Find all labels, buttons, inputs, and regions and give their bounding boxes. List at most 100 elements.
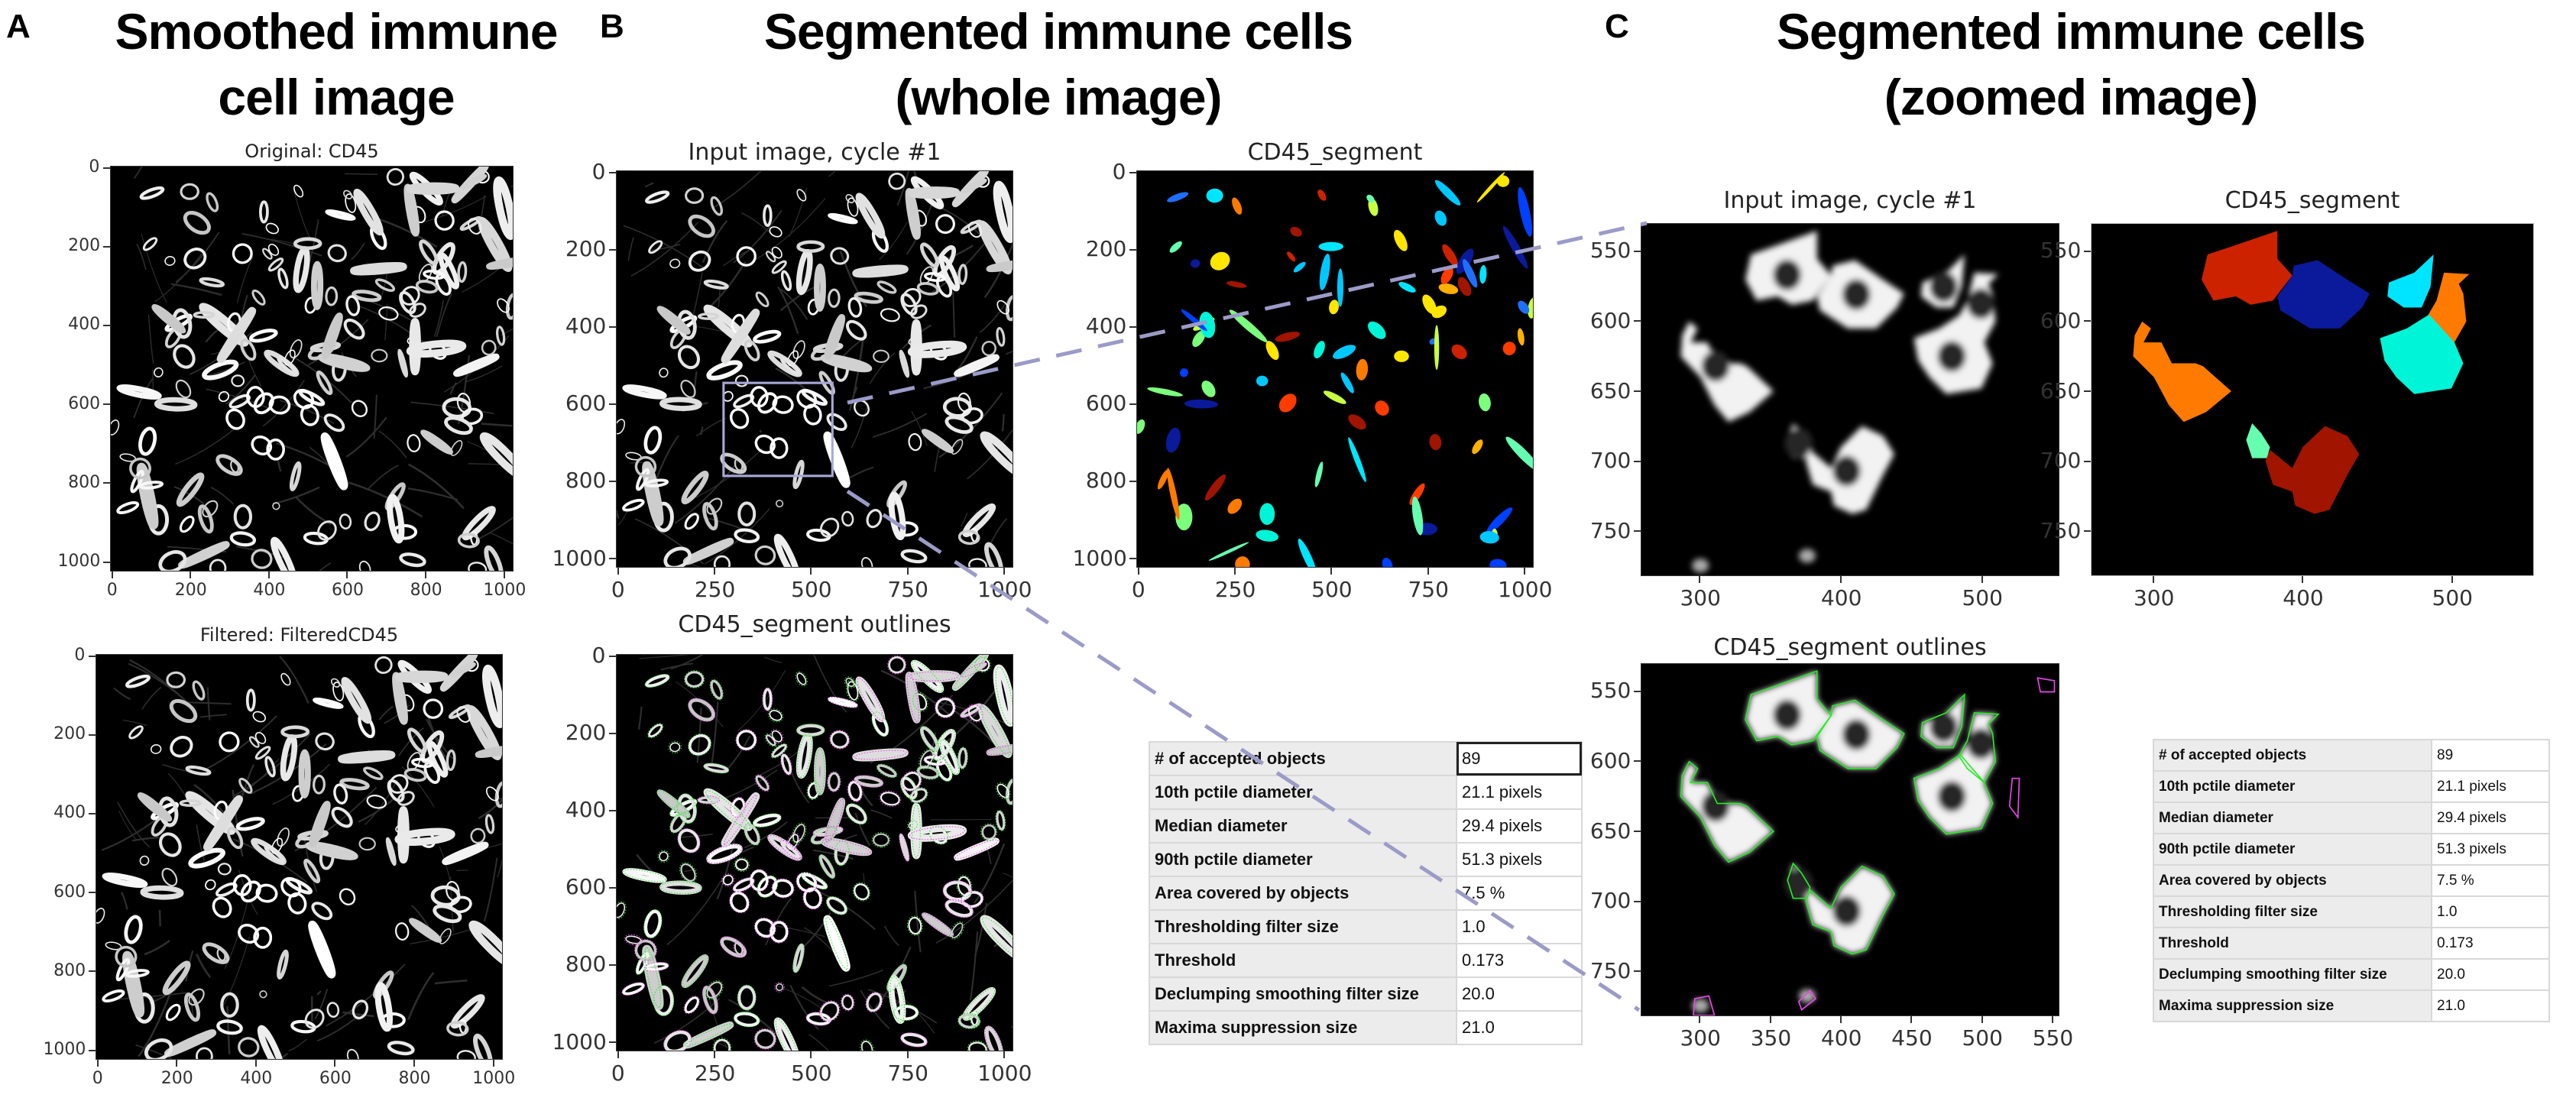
cd45-segment-zoomed <box>2091 223 2534 576</box>
y-tick-label: 800 <box>53 960 86 980</box>
x-tick-label: 600 <box>319 1069 352 1088</box>
y-tick-mark <box>609 886 616 889</box>
y-tick-label: 800 <box>565 468 607 494</box>
x-tick-label: 200 <box>160 1069 193 1088</box>
x-tick-mark <box>1981 576 1983 583</box>
y-tick-label: 0 <box>1112 159 1126 185</box>
y-tick-mark <box>609 248 616 251</box>
x-tick-label: 300 <box>2133 585 2175 610</box>
x-tick-mark <box>1769 1016 1771 1023</box>
x-tick-label: 0 <box>611 1061 625 1086</box>
stats-value[interactable]: 89 <box>1456 741 1583 776</box>
y-tick-label: 650 <box>1589 818 1631 844</box>
x-tick-mark <box>1840 1016 1842 1023</box>
stats-label: Area covered by objects <box>2153 864 2432 897</box>
stats-value: 29.4 pixels <box>1456 808 1583 844</box>
panel-b-title-line2: (whole image) <box>895 69 1222 125</box>
y-tick-label: 600 <box>2040 307 2082 333</box>
x-tick-mark <box>2451 576 2453 583</box>
y-tick-label: 400 <box>53 803 86 823</box>
y-tick-mark <box>89 812 96 814</box>
y-tick-label: 550 <box>2040 238 2082 264</box>
x-tick-label: 800 <box>410 581 442 600</box>
plot-title-input-image: Input image, cycle #1 <box>688 139 941 166</box>
stats-value: 20.0 <box>1456 976 1583 1012</box>
stats-row: Area covered by objects 7.5 % <box>2153 864 2550 897</box>
x-tick-mark <box>1981 1016 1983 1023</box>
x-tick-label: 300 <box>1680 585 1721 610</box>
stats-label: # of accepted objects <box>1149 741 1457 776</box>
x-tick-label: 400 <box>1820 1025 1862 1051</box>
panel-letter-c: C <box>1605 8 1629 45</box>
stats-label: 90th pctile diameter <box>1149 842 1457 877</box>
stats-label: Thresholding filter size <box>1149 909 1457 944</box>
y-tick-label: 200 <box>68 236 101 256</box>
stats-table-zoomed: # of accepted objects 89 10th pctile diame… <box>2153 739 2550 1022</box>
y-tick-label: 1000 <box>552 545 607 571</box>
y-tick-label: 750 <box>1589 957 1631 983</box>
x-tick-mark <box>2051 1016 2053 1023</box>
x-tick-label: 0 <box>92 1069 103 1088</box>
y-tick-label: 550 <box>1589 678 1631 704</box>
stats-value: 7.5 % <box>2431 864 2550 897</box>
input-image-whole <box>616 170 1013 568</box>
stats-row: Median diameter 29.4 pixels <box>2153 801 2550 834</box>
stats-value: 21.0 <box>1456 1010 1583 1045</box>
cd45-segment-whole <box>1136 170 1534 568</box>
stats-row: 10th pctile diameter 21.1 pixels <box>1149 775 1583 810</box>
x-tick-label: 500 <box>1962 1025 2003 1051</box>
x-tick-mark <box>503 572 505 578</box>
stats-label: 90th pctile diameter <box>2153 833 2432 866</box>
x-tick-label: 750 <box>887 1061 928 1086</box>
y-tick-mark <box>2084 460 2091 462</box>
x-tick-mark <box>713 568 715 575</box>
stats-value: 21.0 <box>2431 989 2550 1022</box>
x-tick-mark <box>2302 576 2304 583</box>
x-tick-label: 1000 <box>1498 577 1553 602</box>
x-tick-label: 400 <box>240 1069 273 1088</box>
plot-title-segment-outlines-zoomed: CD45_segment outlines <box>1713 634 1987 661</box>
y-tick-mark <box>103 245 110 248</box>
y-tick-label: 400 <box>565 797 607 823</box>
x-tick-label: 550 <box>2032 1025 2074 1051</box>
plot-title-cd45-segment-zoomed: CD45_segment <box>2224 187 2400 214</box>
y-tick-label: 700 <box>2040 448 2082 474</box>
y-tick-label: 800 <box>565 951 607 977</box>
x-tick-label: 1000 <box>977 577 1032 602</box>
plot-title-filtered-cd45: Filtered: FilteredCD45 <box>199 624 399 646</box>
y-tick-label: 600 <box>565 874 607 900</box>
x-tick-mark <box>617 1051 619 1058</box>
cd45-segment-outlines-whole <box>616 654 1013 1051</box>
x-tick-mark <box>176 1060 178 1067</box>
x-tick-mark <box>1003 568 1005 575</box>
original-cd45-image <box>110 166 514 572</box>
y-tick-label: 550 <box>1589 238 1631 264</box>
y-tick-label: 750 <box>1589 517 1631 543</box>
y-tick-label: 600 <box>1085 390 1127 416</box>
y-tick-mark <box>103 482 110 484</box>
y-tick-mark <box>89 1049 96 1051</box>
plot-title-segment-outlines: CD45_segment outlines <box>678 611 951 638</box>
stats-row: Threshold 0.173 <box>1149 943 1583 978</box>
y-tick-label: 0 <box>591 643 606 669</box>
y-tick-label: 700 <box>1589 448 1631 474</box>
panel-letter-a: A <box>6 8 31 45</box>
x-tick-label: 1000 <box>483 581 527 600</box>
stats-label: Thresholding filter size <box>2153 895 2432 928</box>
stats-table-whole: # of accepted objects 89 10th pctile diame… <box>1149 741 1583 1045</box>
x-tick-mark <box>254 1060 257 1067</box>
y-tick-mark <box>1634 460 1641 462</box>
x-tick-label: 400 <box>253 581 286 600</box>
x-tick-label: 500 <box>791 1061 832 1086</box>
x-tick-mark <box>413 1060 415 1067</box>
x-tick-mark <box>346 572 348 578</box>
stats-row: 90th pctile diameter 51.3 pixels <box>2153 833 2550 866</box>
y-tick-label: 600 <box>1589 747 1631 773</box>
stats-label: Declumping smoothing filter size <box>2153 958 2432 991</box>
x-tick-mark <box>1910 1016 1913 1023</box>
x-tick-mark <box>713 1051 715 1058</box>
stats-label: Median diameter <box>1149 808 1457 844</box>
x-tick-mark <box>1330 568 1333 575</box>
filtered-cd45-image <box>96 654 503 1060</box>
y-tick-mark <box>89 892 96 894</box>
